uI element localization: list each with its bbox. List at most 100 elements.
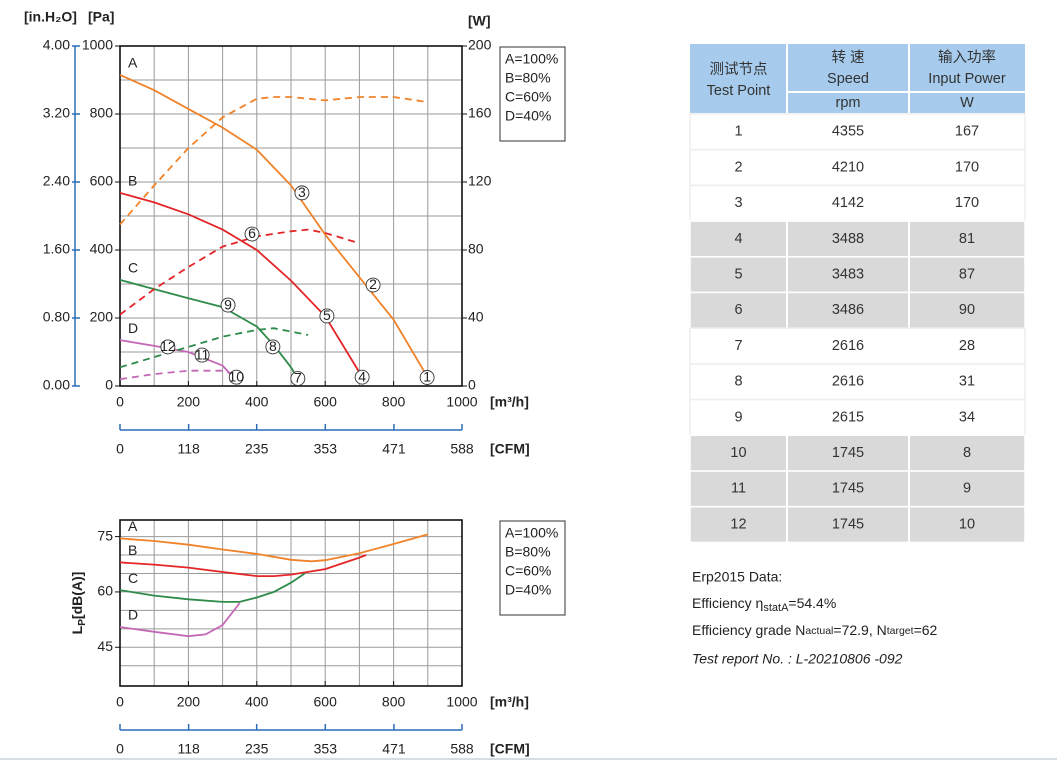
curve: [119, 279, 299, 379]
x-tick-label: 400: [245, 694, 269, 710]
curve-label: D: [128, 607, 138, 623]
test-point-label: 3: [298, 184, 306, 200]
curve-label: A: [128, 55, 138, 71]
table-row: [689, 505, 1026, 544]
table-cell: 12: [730, 516, 746, 532]
alt-tick-label: 2.40: [43, 173, 70, 189]
table-cell: 1745: [832, 481, 864, 497]
x-tick-label: 200: [177, 694, 201, 710]
test-point-label: 1: [423, 369, 431, 385]
legend-entry: A=100%: [505, 51, 558, 67]
header-cell: 测试节点: [710, 61, 768, 78]
test-point: [354, 369, 370, 385]
table-row: [689, 327, 1026, 365]
y2-tick-label: 200: [468, 37, 492, 53]
y-tick-label: 0: [105, 377, 113, 393]
table-cell: 9: [963, 481, 971, 497]
y2-tick-label: 0: [468, 377, 476, 393]
x2-tick-label: 235: [245, 741, 269, 757]
alt-tick-label: 1.60: [43, 241, 70, 257]
erp-report: Test report No. : L-20210806 -092: [692, 651, 903, 667]
table-cell: 6: [734, 302, 742, 318]
test-point: [294, 185, 310, 201]
test-point: [220, 297, 236, 313]
x-tick-label: 800: [382, 394, 406, 410]
table-cell: 28: [959, 338, 975, 354]
x-axis-label: [m³/h]: [490, 694, 529, 710]
header-cell: 转 速: [831, 49, 864, 66]
x-tick-label: 0: [116, 694, 124, 710]
table-cell: 4142: [832, 195, 864, 211]
test-point: [194, 347, 210, 363]
table-cell: 34: [959, 409, 975, 425]
test-point-label: 2: [369, 276, 377, 292]
legend-box: [499, 520, 566, 616]
test-point: [228, 369, 244, 385]
table-header: [690, 44, 1025, 113]
test-point-label: 9: [224, 296, 232, 312]
x-tick-label: 0: [116, 394, 124, 410]
x-tick-label: 400: [245, 394, 269, 410]
test-point: [419, 370, 435, 385]
table-cell: 3: [734, 195, 742, 211]
table-cell: 8: [963, 445, 971, 461]
table-cell: 10: [959, 516, 975, 532]
y2-tick-label: 120: [468, 173, 492, 189]
plot-frame: [119, 519, 463, 687]
table-cell: 1745: [832, 445, 864, 461]
y2-tick-label: 40: [468, 309, 484, 325]
table-row: [689, 113, 1026, 151]
erp-part: actual: [805, 625, 833, 637]
erp-part: Efficiency η: [692, 595, 763, 611]
erp-part: =72.9, N: [833, 622, 886, 638]
curve: [119, 192, 361, 373]
table-row: [689, 184, 1026, 222]
curve: [119, 602, 241, 638]
table-cell: 4355: [832, 124, 864, 140]
x-tick-label: 1000: [446, 394, 477, 410]
x-tick-label: 600: [314, 694, 338, 710]
table-cell: 9: [734, 409, 742, 425]
header-cell: W: [960, 95, 974, 111]
power-curve: [119, 327, 309, 369]
y-tick-label: 400: [90, 241, 114, 257]
x2-axis-label: [CFM]: [490, 741, 530, 757]
erp-efficiency: Efficiency ηstatA=54.4%: [692, 595, 836, 614]
curve: [119, 533, 429, 563]
table-row: [689, 363, 1026, 401]
legend-entry: C=60%: [505, 563, 551, 579]
test-point: [319, 308, 335, 324]
x-tick-label: 600: [314, 394, 338, 410]
table-row: [689, 148, 1026, 187]
curve-label: A: [128, 518, 138, 534]
alt-tick-label: 4.00: [43, 37, 70, 53]
erp-part: Efficiency grade N: [692, 622, 805, 638]
test-point-label: 11: [195, 346, 210, 362]
x2-tick-label: 0: [116, 741, 124, 757]
y-tick-label: 60: [97, 583, 113, 599]
y-label-rest: [dB(A)]: [69, 572, 85, 619]
table-cell: 1745: [832, 516, 864, 532]
table-cell: 7: [734, 338, 742, 354]
table-cell: 3483: [832, 266, 864, 282]
table-cell: 90: [959, 302, 975, 318]
alt-axis-label: [in.H₂O]: [24, 9, 77, 25]
table-row: [689, 256, 1026, 294]
table-cell: 3488: [832, 231, 864, 247]
x2-tick-label: 353: [314, 741, 338, 757]
table-row: [689, 398, 1026, 437]
erp-title: Erp2015 Data:: [692, 569, 782, 585]
erp-part: =54.4%: [788, 595, 836, 611]
y-axis-label: LP[dB(A)]: [69, 572, 88, 635]
test-point-label: 8: [269, 338, 277, 354]
curve-label: C: [128, 260, 138, 276]
x-tick-label: 200: [177, 394, 201, 410]
curve: [119, 554, 367, 577]
alt-tick-label: 0.00: [43, 377, 70, 393]
power-curve: [119, 369, 240, 381]
test-point-label: 12: [160, 338, 176, 354]
y2-tick-label: 160: [468, 105, 492, 121]
erp-part: target: [887, 625, 914, 637]
test-point: [160, 339, 176, 355]
